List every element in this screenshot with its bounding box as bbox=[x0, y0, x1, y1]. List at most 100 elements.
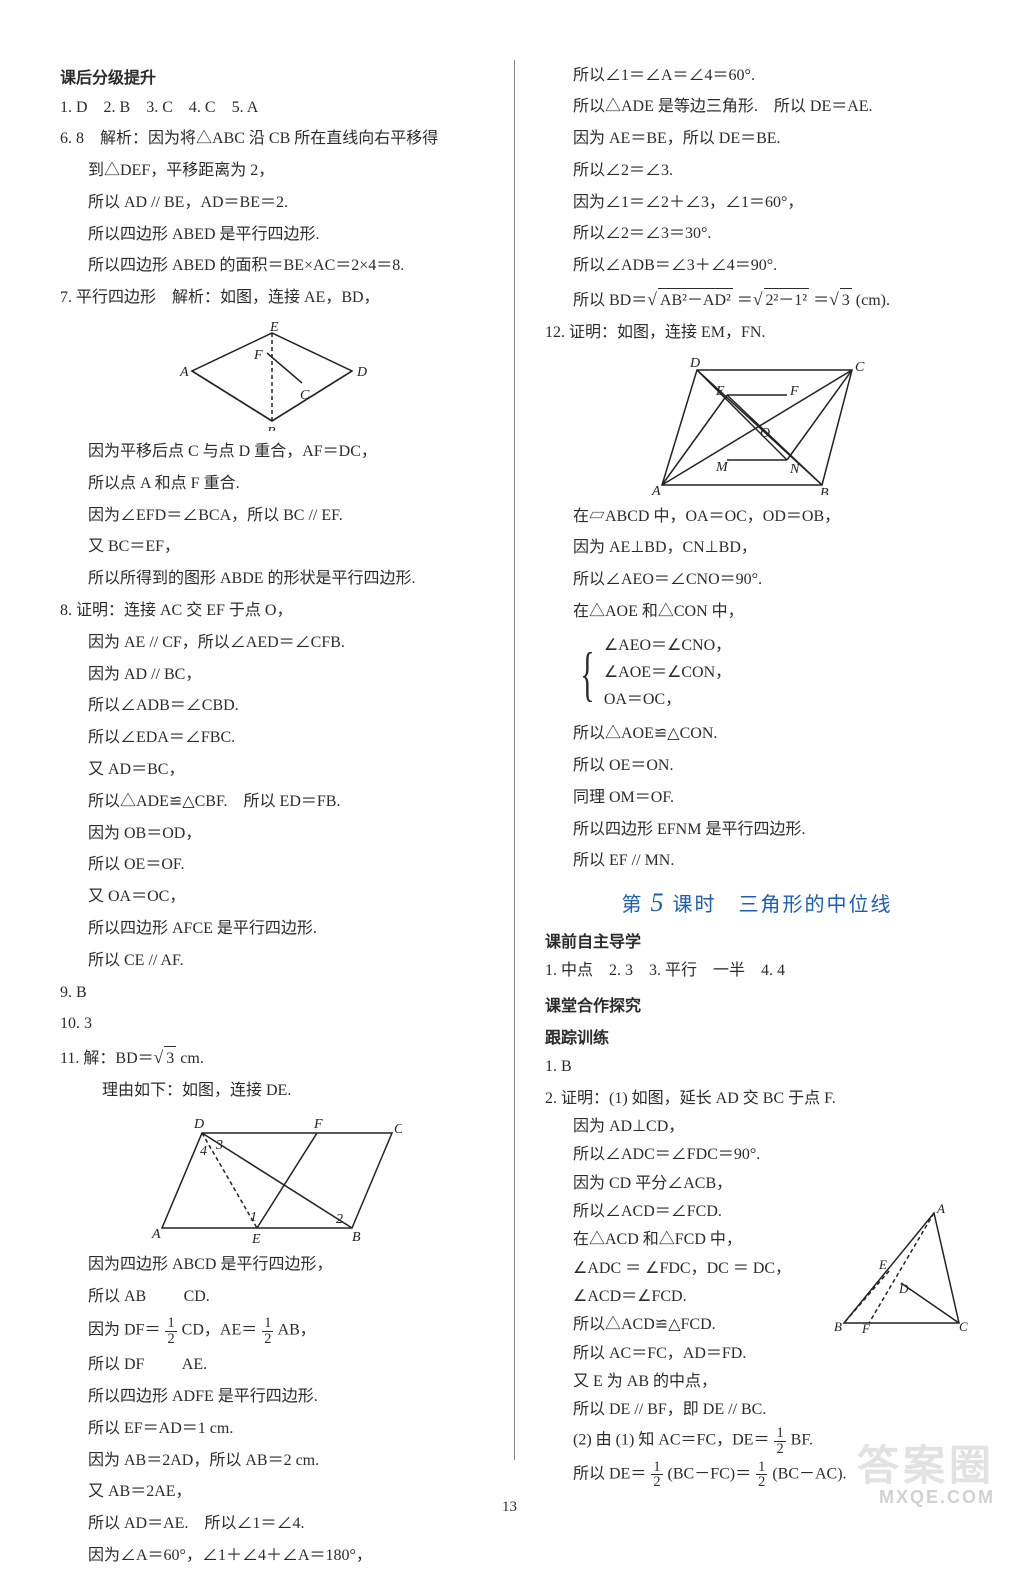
q8-line: 因为 OB＝OD， bbox=[60, 822, 484, 847]
q11-line: 因为 AB＝2AD，所以 AB＝2 cm. bbox=[60, 1449, 484, 1474]
q12-line: 所以∠AEO＝∠CNO＝90°. bbox=[545, 568, 969, 593]
q11-line: 所以 BD＝√AB²－AD² ＝√2²－1² ＝√3 (cm). bbox=[545, 286, 969, 314]
q6-line: 所以 AD // BE，AD＝BE＝2. bbox=[60, 191, 484, 216]
svg-text:O: O bbox=[760, 426, 770, 441]
tq2-line: 因为 AD⊥CD， bbox=[545, 1115, 969, 1140]
tq2-line: 所以 AC＝FC，AD＝FD. bbox=[545, 1342, 969, 1367]
q11-line: 所以四边形 ADFE 是平行四边形. bbox=[60, 1385, 484, 1410]
q12-line: 所以四边形 EFNM 是平行四边形. bbox=[545, 818, 969, 843]
q12-line: 同理 OM＝OF. bbox=[545, 786, 969, 811]
svg-text:E: E bbox=[269, 321, 279, 335]
answer-row: 1. 中点 2. 3 3. 平行 一半 4. 4 bbox=[545, 959, 969, 984]
svg-text:D: D bbox=[898, 1281, 909, 1296]
svg-text:B: B bbox=[267, 425, 276, 431]
svg-text:C: C bbox=[300, 388, 310, 403]
svg-text:M: M bbox=[715, 460, 729, 475]
right-column: 所以∠1＝∠A＝∠4＝60°. 所以△ADE 是等边三角形. 所以 DE＝AE.… bbox=[545, 60, 969, 1460]
figure-tq2: A B C D E F bbox=[829, 1203, 969, 1338]
q8-line: 所以 CE // AF. bbox=[60, 949, 484, 974]
tq2-line: (2) 由 (1) 知 AC＝FC，DE＝ 12 BF. bbox=[545, 1426, 969, 1456]
q7-line: 因为平移后点 C 与点 D 重合，AF＝DC， bbox=[60, 440, 484, 465]
q11-line: 所以 EF＝AD＝1 cm. bbox=[60, 1417, 484, 1442]
q8-line: 8. 证明：连接 AC 交 EF 于点 O， bbox=[60, 599, 484, 624]
svg-text:F: F bbox=[861, 1321, 871, 1333]
page-number: 13 bbox=[0, 1499, 1019, 1516]
q8-line: 又 AD＝BC， bbox=[60, 758, 484, 783]
q8-line: 因为 AD // BC， bbox=[60, 663, 484, 688]
q12-line: 所以 EF // MN. bbox=[545, 849, 969, 874]
q8-line: 所以 OE＝OF. bbox=[60, 853, 484, 878]
q11-line: 因为 AE＝BE，所以 DE＝BE. bbox=[545, 127, 969, 152]
q11-line: 因为∠1＝∠2＋∠3，∠1＝60°， bbox=[545, 191, 969, 216]
svg-text:A: A bbox=[179, 365, 189, 380]
svg-text:F: F bbox=[789, 384, 799, 399]
q8-line: 所以△ADE≌△CBF. 所以 ED＝FB. bbox=[60, 790, 484, 815]
q11-line: 理由如下：如图，连接 DE. bbox=[60, 1079, 484, 1104]
q6-line: 6. 8 解析：因为将△ABC 沿 CB 所在直线向右平移得 bbox=[60, 127, 484, 152]
q12-line: 12. 证明：如图，连接 EM，FN. bbox=[545, 321, 969, 346]
svg-text:F: F bbox=[253, 348, 263, 363]
svg-text:E: E bbox=[715, 384, 725, 399]
answer-row: 1. D 2. B 3. C 4. C 5. A bbox=[60, 96, 484, 121]
q8-line: 所以∠ADB＝∠CBD. bbox=[60, 694, 484, 719]
column-divider bbox=[514, 60, 515, 1460]
tq2-line: 因为 CD 平分∠ACB， bbox=[545, 1172, 969, 1197]
svg-text:2: 2 bbox=[336, 1212, 343, 1227]
q7-line: 又 BC＝EF， bbox=[60, 535, 484, 560]
svg-text:A: A bbox=[151, 1227, 161, 1242]
q9: 9. B bbox=[60, 981, 484, 1006]
q11-line: 因为∠A＝60°，∠1＋∠4＋∠A＝180°， bbox=[60, 1544, 484, 1569]
svg-text:F: F bbox=[313, 1117, 323, 1132]
svg-text:1: 1 bbox=[250, 1210, 257, 1225]
section-title: 跟踪训练 bbox=[545, 1024, 969, 1048]
q7-line: 所以所得到的图形 ABDE 的形状是平行四边形. bbox=[60, 567, 484, 592]
figure-q7: AB CD EF bbox=[60, 321, 484, 431]
q11-line: 所以∠ADB＝∠3＋∠4＝90°. bbox=[545, 254, 969, 279]
tq2-line: 所以∠ADC＝∠FDC＝90°. bbox=[545, 1143, 969, 1168]
tq2-line: 所以 DE // BF，即 DE // BC. bbox=[545, 1398, 969, 1423]
figure-q12: AB CD EF MN O bbox=[545, 355, 969, 495]
tq2-line: 2. 证明：(1) 如图，延长 AD 交 BC 于点 F. bbox=[545, 1087, 969, 1112]
lesson-title: 第 5 课时 三角形的中位线 bbox=[545, 888, 969, 918]
q6-line: 到△DEF，平移距离为 2， bbox=[60, 159, 484, 184]
q8-line: 所以∠EDA＝∠FBC. bbox=[60, 726, 484, 751]
tq1: 1. B bbox=[545, 1055, 969, 1080]
tq2-line: 所以 DE＝ 12 (BC－FC)＝ 12 (BC－AC). bbox=[545, 1460, 969, 1490]
q11-line: 因为四边形 ABCD 是平行四边形， bbox=[60, 1253, 484, 1278]
q11-line: 所以∠1＝∠A＝∠4＝60°. bbox=[545, 64, 969, 89]
svg-text:C: C bbox=[394, 1122, 402, 1137]
svg-text:B: B bbox=[834, 1319, 842, 1333]
svg-text:C: C bbox=[855, 360, 865, 375]
q11-line: 所以∠2＝∠3. bbox=[545, 159, 969, 184]
left-column: 课后分级提升 1. D 2. B 3. C 4. C 5. A 6. 8 解析：… bbox=[60, 60, 484, 1460]
q11-line: 因为 DF＝ 12 CD，AE＝ 12 AB， bbox=[60, 1316, 484, 1346]
q11-line: 所以 DF⊥⃓⃓AE. bbox=[60, 1353, 484, 1378]
section-title: 课前自主导学 bbox=[545, 928, 969, 952]
section-title: 课堂合作探究 bbox=[545, 992, 969, 1016]
figure-q11: A B C D E F 1 2 34 bbox=[60, 1113, 484, 1243]
q11-line: 11. 解：BD＝√3 cm. bbox=[60, 1044, 484, 1072]
svg-text:E: E bbox=[251, 1232, 261, 1243]
svg-text:N: N bbox=[789, 462, 800, 477]
q11-line: 所以 AB⊥⃓⃓CD. bbox=[60, 1285, 484, 1310]
q12-line: 所以 OE＝ON. bbox=[545, 754, 969, 779]
q10: 10. 3 bbox=[60, 1012, 484, 1037]
q8-line: 所以四边形 AFCE 是平行四边形. bbox=[60, 917, 484, 942]
svg-text:3: 3 bbox=[215, 1138, 223, 1153]
q7-line: 7. 平行四边形 解析：如图，连接 AE，BD， bbox=[60, 286, 484, 311]
q11-line: 所以△ADE 是等边三角形. 所以 DE＝AE. bbox=[545, 95, 969, 120]
svg-text:D: D bbox=[193, 1117, 204, 1132]
q12-line: 所以△AOE≌△CON. bbox=[545, 722, 969, 747]
q12-line: 在△AOE 和△CON 中， bbox=[545, 600, 969, 625]
q6-line: 所以四边形 ABED 的面积＝BE×AC＝2×4＝8. bbox=[60, 254, 484, 279]
svg-text:4: 4 bbox=[200, 1144, 207, 1159]
svg-text:A: A bbox=[651, 484, 661, 495]
q6-line: 所以四边形 ABED 是平行四边形. bbox=[60, 223, 484, 248]
svg-text:C: C bbox=[959, 1319, 968, 1333]
q11-line: 所以∠2＝∠3＝30°. bbox=[545, 222, 969, 247]
q12-line: 在▱ABCD 中，OA＝OC，OD＝OB， bbox=[545, 505, 969, 530]
brace-block: { ∠AEO＝∠CNO， ∠AOE＝∠CON， OA＝OC， bbox=[573, 632, 969, 714]
svg-text:A: A bbox=[936, 1203, 945, 1216]
svg-text:E: E bbox=[878, 1257, 887, 1272]
svg-text:B: B bbox=[352, 1230, 361, 1243]
